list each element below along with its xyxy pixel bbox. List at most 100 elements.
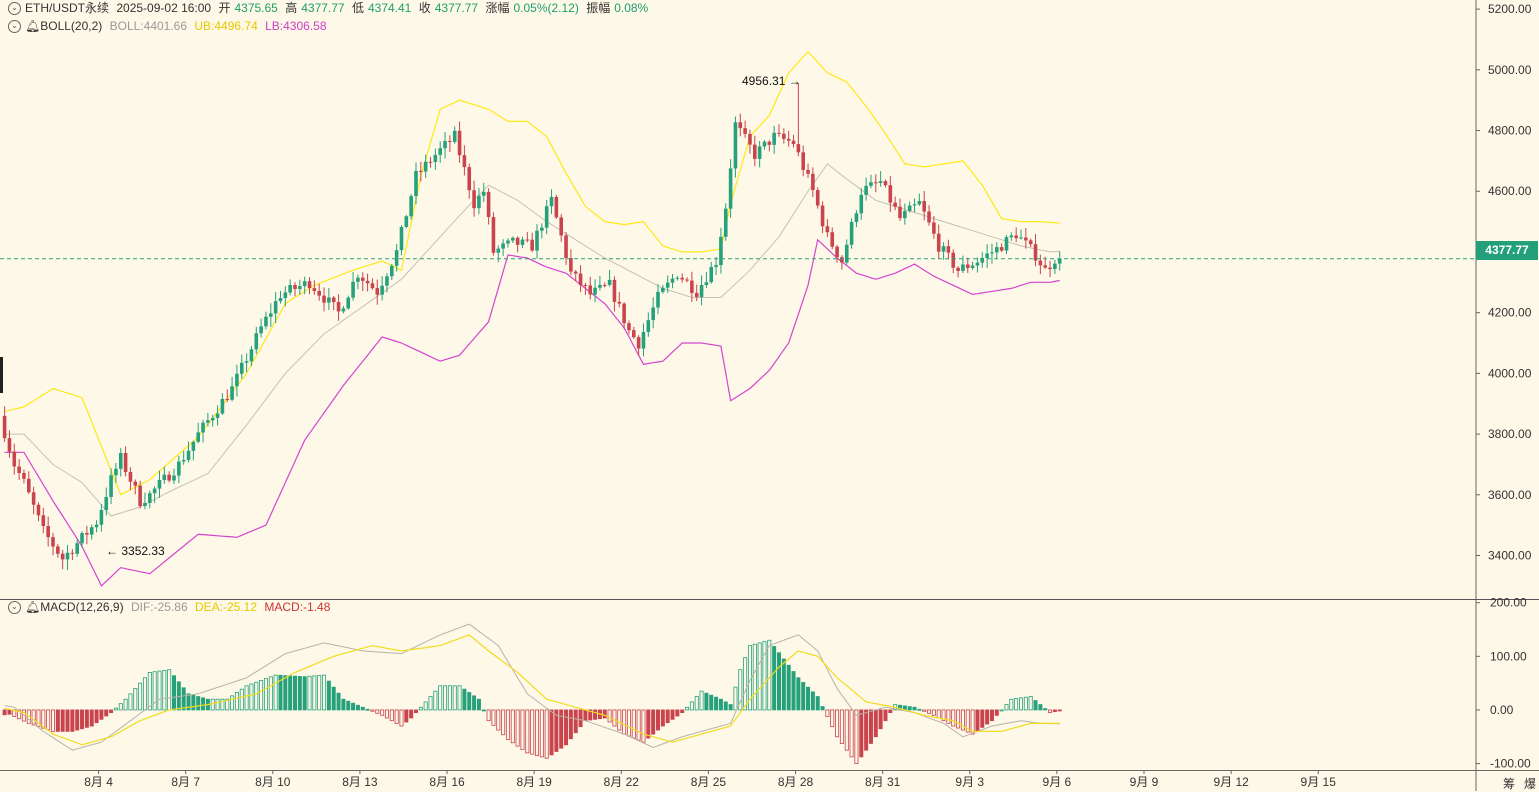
candle-body <box>17 466 21 474</box>
macd-histogram-bar <box>113 707 118 711</box>
macd-histogram-bar <box>346 700 351 711</box>
candle-body <box>220 398 225 414</box>
candle-body <box>1048 267 1052 270</box>
x-tick-label: 8月 31 <box>865 775 901 789</box>
macd-histogram-bar <box>907 706 912 711</box>
candle-body <box>893 202 897 207</box>
x-tick-label: 8月 10 <box>255 775 291 789</box>
candle-body <box>844 244 849 263</box>
macd-histogram-bar <box>225 698 230 711</box>
macd-histogram-bar <box>418 706 423 711</box>
candle-body <box>1057 258 1062 264</box>
candle-body <box>540 227 544 231</box>
macd-histogram-bar <box>157 670 162 711</box>
macd-histogram-bar <box>462 688 467 711</box>
candle-body <box>719 236 723 266</box>
macd-histogram-bar <box>26 709 31 724</box>
candle-body <box>385 276 389 286</box>
candle-body <box>143 502 147 506</box>
candle-body <box>22 473 26 479</box>
y-tick-label: 5000.00 <box>1488 63 1532 77</box>
macd-histogram-bar <box>660 709 665 727</box>
macd-histogram-bar <box>530 709 535 755</box>
last-price-tag: 4377.77 <box>1476 241 1538 260</box>
macd-histogram-bar <box>762 641 767 711</box>
macd-histogram-bar <box>835 709 840 738</box>
macd-histogram-bar <box>428 696 433 711</box>
candle-body <box>167 474 171 481</box>
macd-histogram-bar <box>1019 697 1024 711</box>
macd-histogram-bar <box>888 709 893 714</box>
macd-histogram-bar <box>273 674 278 711</box>
candle-body <box>840 257 844 263</box>
candle-body <box>467 167 472 191</box>
macd-histogram-bar <box>433 690 438 711</box>
macd-histogram-bar <box>1028 696 1033 711</box>
candle-body <box>360 277 365 281</box>
macd-histogram-bar <box>365 708 370 711</box>
macd-histogram-bar <box>142 677 147 711</box>
macd-macd-value: MACD:-1.48 <box>264 600 331 614</box>
bell-icon[interactable]: 🔔︎ <box>25 600 41 614</box>
macd-histogram-bar <box>297 676 302 711</box>
candle-body <box>869 182 873 186</box>
macd-histogram-bar <box>743 657 748 711</box>
macd-histogram-bar <box>665 709 670 724</box>
macd-histogram-bar <box>796 677 801 711</box>
macd-histogram-bar <box>830 709 835 728</box>
bell-icon[interactable]: 🔔︎ <box>25 19 41 33</box>
macd-histogram-bar <box>360 706 365 711</box>
candle-body <box>927 211 931 223</box>
boll-mid-value: BOLL:4401.66 <box>109 19 188 33</box>
symbol-label[interactable]: ETH/USDT永续 <box>25 1 110 15</box>
macd-histogram-bar <box>718 698 723 711</box>
macd-name[interactable]: MACD(12,26,9) <box>40 600 124 614</box>
macd-histogram-bar <box>452 685 457 711</box>
x-tick-label: 8月 19 <box>516 775 552 789</box>
chip-button-2[interactable]: 爆 <box>1524 777 1537 791</box>
macd-histogram-bar <box>515 709 520 747</box>
chevron-down-icon[interactable]: ⌄ <box>8 20 21 34</box>
x-tick-label: 9月 12 <box>1213 775 1249 789</box>
boll-legend: ⌄ 🔔︎BOLL(20,2) BOLL:4401.66 UB:4496.74 LB… <box>8 18 331 34</box>
y-tick-label: 3600.00 <box>1488 488 1532 502</box>
macd-histogram-bar <box>288 675 293 711</box>
x-tick-label: 9月 15 <box>1301 775 1337 789</box>
candle-body <box>148 493 152 503</box>
macd-histogram-bar <box>626 709 631 737</box>
macd-histogram-bar <box>355 704 360 711</box>
candle-body <box>748 133 752 145</box>
macd-histogram-bar <box>118 703 123 711</box>
macd-histogram-bar <box>191 694 196 711</box>
y-tick-label: 3400.00 <box>1488 549 1532 563</box>
candle-body <box>51 537 55 547</box>
candle-body <box>239 362 244 374</box>
candle-body <box>675 277 680 279</box>
candle-body <box>118 453 123 469</box>
candle-body <box>980 257 985 263</box>
macd-dea-value: DEA:-25.12 <box>195 600 258 614</box>
candle-body <box>201 422 205 433</box>
chip-button-1[interactable]: 筹 <box>1503 777 1516 791</box>
candle-body <box>878 181 883 183</box>
boll-lb-value: LB:4306.58 <box>265 19 327 33</box>
candle-body <box>767 141 772 145</box>
candle-body <box>583 284 588 286</box>
candle-body <box>390 265 394 277</box>
candle-body <box>738 122 743 129</box>
macd-histogram-bar <box>757 642 762 711</box>
macd-histogram-bar <box>94 709 99 724</box>
candle-body <box>786 138 791 141</box>
chevron-down-icon[interactable]: ⌄ <box>8 601 21 615</box>
candle-body <box>80 533 84 544</box>
x-tick-label: 8月 13 <box>342 775 378 789</box>
macd-histogram-bar <box>791 671 796 711</box>
candle-body <box>656 291 660 308</box>
candle-body <box>907 205 912 211</box>
boll-name[interactable]: BOLL(20,2) <box>40 19 103 33</box>
macd-histogram-bar <box>554 709 559 752</box>
chevron-down-icon[interactable]: ⌄ <box>8 2 21 16</box>
candle-body <box>617 301 622 304</box>
macd-histogram-bar <box>46 709 51 731</box>
